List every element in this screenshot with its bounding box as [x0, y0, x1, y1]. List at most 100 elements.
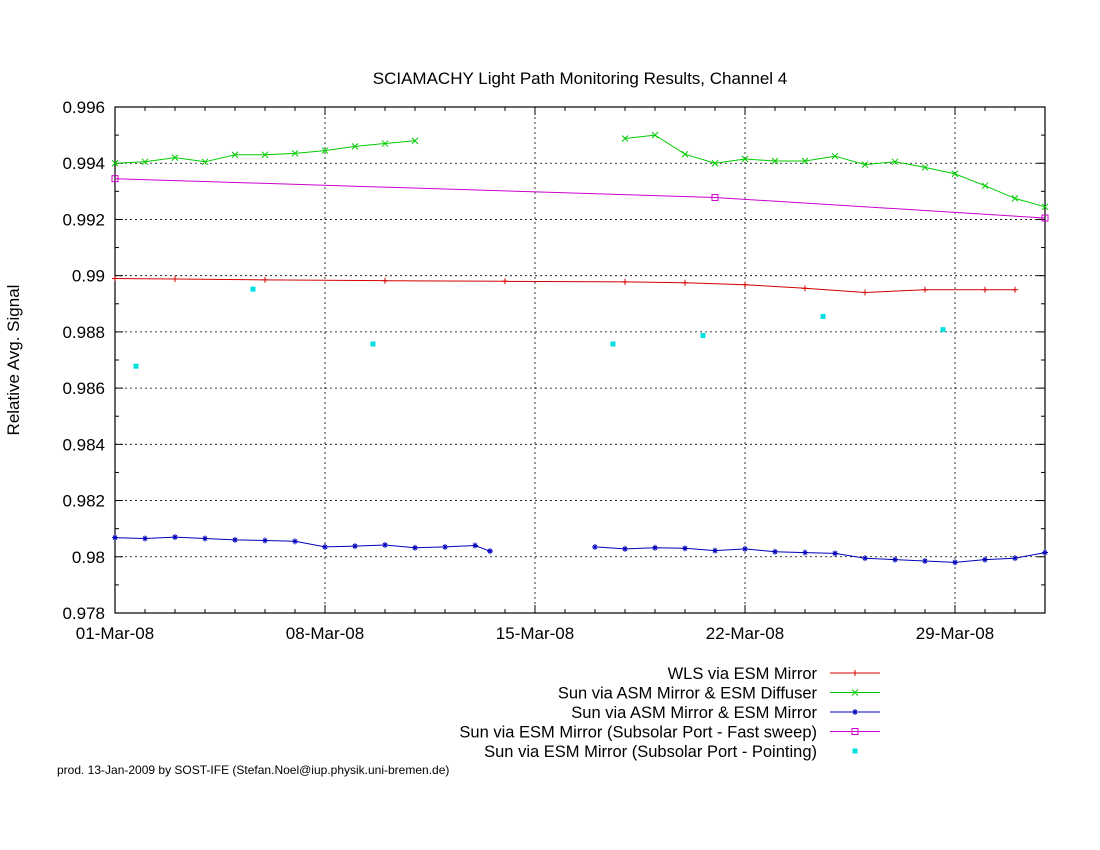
data-point — [592, 543, 598, 550]
data-point — [802, 285, 808, 292]
data-point — [1041, 214, 1049, 222]
data-point — [352, 543, 358, 550]
y-axis-label: Relative Avg. Signal — [4, 285, 23, 436]
data-point — [112, 534, 118, 541]
data-point — [922, 286, 928, 293]
grid — [115, 107, 1045, 613]
legend-swatch-marker — [852, 748, 858, 754]
data-point — [982, 556, 988, 563]
data-point — [652, 544, 658, 551]
data-point — [772, 548, 778, 555]
y-tick-label: 0.994 — [62, 154, 105, 173]
plot-frame — [114, 106, 1046, 614]
y-tick-label: 0.98 — [72, 548, 105, 567]
data-point — [1042, 549, 1048, 556]
data-point — [1012, 286, 1018, 293]
data-point — [712, 547, 718, 554]
legend: WLS via ESM Mirror Sun via ASM Mirror & E… — [459, 665, 880, 761]
data-point — [820, 313, 826, 319]
data-point — [622, 278, 628, 285]
y-tick-label: 0.996 — [62, 98, 105, 117]
data-point — [112, 275, 118, 282]
legend-swatch-marker — [851, 728, 859, 735]
legend-swatch-marker — [852, 709, 858, 715]
data-point — [892, 556, 898, 563]
data-point — [1011, 195, 1019, 202]
data-point — [610, 341, 616, 347]
legend-swatch-marker — [851, 689, 859, 696]
data-point — [802, 549, 808, 556]
data-point — [502, 278, 508, 285]
chart-title: SCIAMACHY Light Path Monitoring Results,… — [373, 69, 788, 88]
series-line — [114, 536, 491, 552]
series-1 — [112, 275, 1018, 296]
series-line — [114, 140, 416, 164]
data-point — [261, 151, 269, 159]
series-layer — [111, 131, 1049, 566]
data-point — [711, 159, 719, 167]
data-point — [202, 535, 208, 542]
legend-swatch-marker — [852, 670, 858, 676]
data-point — [487, 548, 493, 555]
series-line — [114, 178, 1046, 219]
data-point — [411, 137, 419, 145]
data-point — [801, 157, 809, 165]
data-point — [172, 534, 178, 541]
y-tick-label: 0.984 — [62, 435, 105, 454]
data-point — [322, 543, 328, 550]
series-5 — [133, 286, 946, 369]
data-point — [321, 147, 329, 154]
data-point — [442, 543, 448, 550]
legend-label: WLS via ESM Mirror — [668, 665, 818, 683]
legend-label: Sun via ASM Mirror & ESM Mirror — [571, 704, 817, 722]
data-point — [141, 158, 149, 166]
data-point — [831, 152, 839, 160]
data-point — [621, 135, 629, 142]
data-point — [142, 535, 148, 542]
x-tick-label: 22-Mar-08 — [706, 624, 784, 643]
legend-label: Sun via ESM Mirror (Subsolar Port - Fast… — [459, 724, 817, 742]
footer-credit: prod. 13-Jan-2009 by SOST-IFE (Stefan.No… — [57, 763, 450, 777]
y-tick-label: 0.992 — [62, 210, 105, 229]
data-point — [651, 131, 659, 139]
x-tick-label: 08-Mar-08 — [286, 624, 364, 643]
axes: 0.978 0.98 0.982 0.984 0.986 0.988 0.99 0.992 0.… — [62, 98, 1046, 643]
data-point — [981, 182, 989, 190]
data-point — [201, 158, 209, 166]
data-point — [622, 545, 628, 552]
data-point — [862, 555, 868, 562]
data-point — [291, 150, 299, 157]
data-point — [952, 559, 958, 566]
data-point — [111, 159, 119, 167]
data-point — [891, 158, 899, 166]
data-point — [381, 140, 389, 147]
data-point — [681, 150, 689, 158]
x-tick-label: 29-Mar-08 — [916, 624, 994, 643]
data-point — [922, 557, 928, 564]
data-point — [921, 164, 929, 171]
y-tick-label: 0.986 — [62, 379, 105, 398]
legend-label: Sun via ESM Mirror (Subsolar Port - Poin… — [484, 743, 817, 761]
data-point — [682, 545, 688, 552]
data-point — [861, 161, 869, 168]
data-point — [862, 289, 868, 296]
data-point — [382, 277, 388, 284]
y-tick-label: 0.978 — [62, 604, 105, 623]
y-tick-label: 0.982 — [62, 492, 105, 511]
y-tick-label: 0.988 — [62, 323, 105, 342]
data-point — [472, 542, 478, 549]
series-4 — [111, 175, 1049, 222]
data-point — [231, 151, 239, 159]
series-line — [594, 546, 1046, 563]
data-point — [1012, 555, 1018, 562]
data-point — [250, 286, 256, 292]
data-point — [292, 538, 298, 545]
data-point — [700, 333, 706, 339]
data-point — [940, 327, 946, 333]
data-point — [982, 286, 988, 293]
data-point — [262, 276, 268, 283]
data-point — [351, 143, 359, 150]
data-point — [832, 550, 838, 557]
data-point — [742, 545, 748, 552]
